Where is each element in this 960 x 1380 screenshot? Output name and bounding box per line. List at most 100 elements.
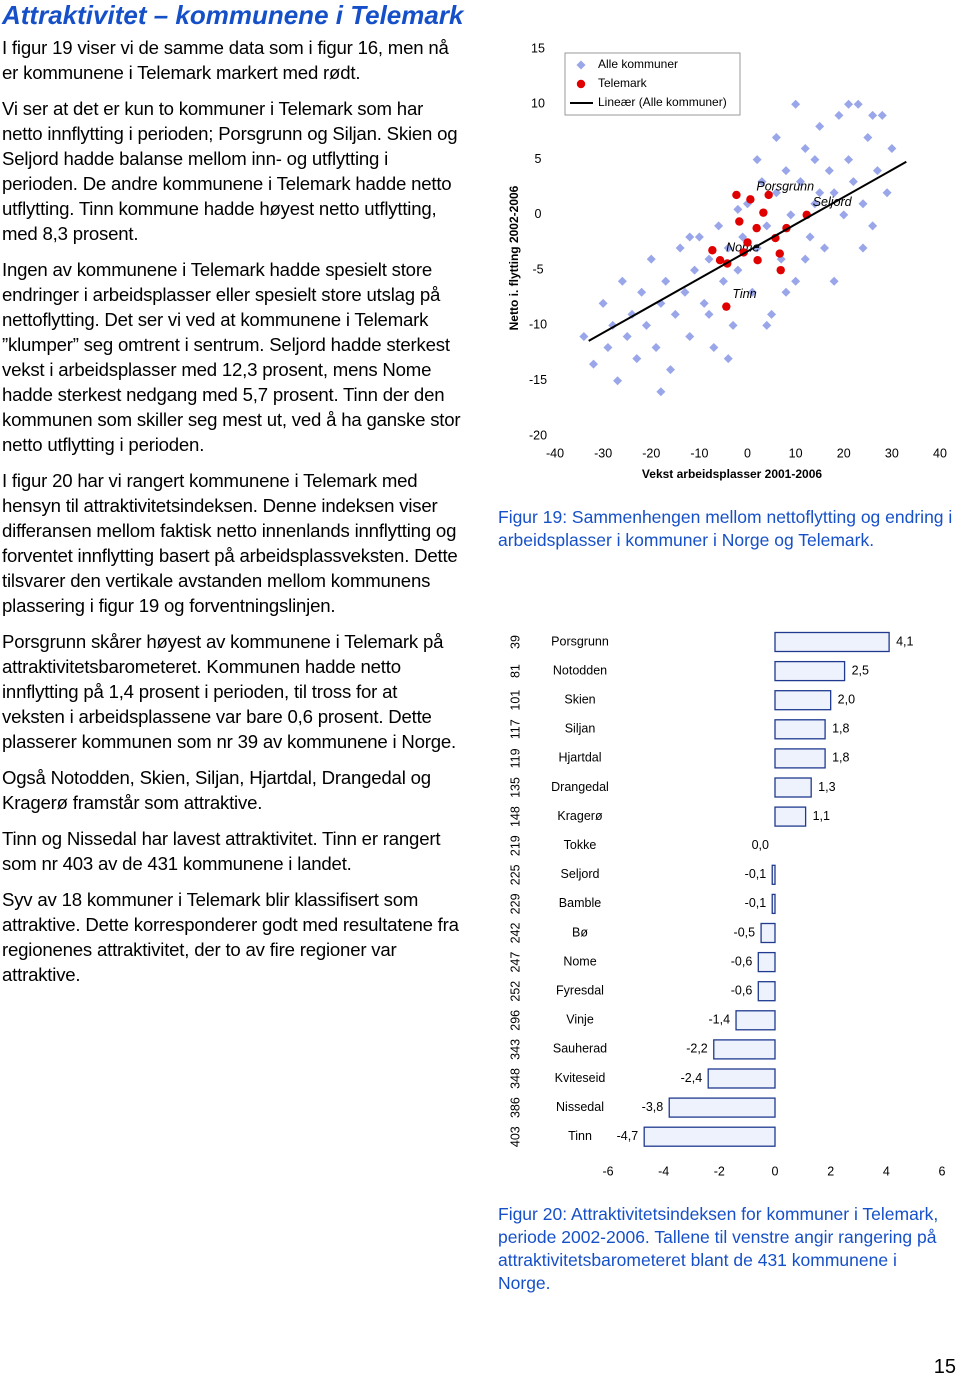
point bbox=[781, 166, 791, 176]
value-label: -2,2 bbox=[686, 1042, 708, 1056]
value-label: -3,8 bbox=[642, 1100, 664, 1114]
value-label: 2,5 bbox=[852, 663, 869, 677]
point bbox=[714, 221, 724, 231]
point bbox=[834, 110, 844, 120]
rank-label: 296 bbox=[508, 1010, 522, 1031]
bar bbox=[774, 660, 846, 682]
y-tick-label: 0 bbox=[535, 207, 542, 221]
value-label: 1,8 bbox=[832, 751, 849, 765]
point bbox=[791, 99, 801, 109]
bar bbox=[643, 1126, 776, 1147]
point bbox=[704, 309, 714, 319]
bar bbox=[774, 748, 826, 769]
highlight-point bbox=[708, 246, 717, 255]
highlight-point bbox=[732, 190, 741, 200]
point bbox=[685, 331, 695, 341]
rank-label: 135 bbox=[508, 777, 522, 798]
point bbox=[872, 166, 882, 176]
category-label: Skien bbox=[564, 692, 595, 706]
page-number: 15 bbox=[933, 1356, 956, 1378]
bar bbox=[774, 777, 812, 798]
bar bbox=[735, 1010, 776, 1031]
legend-swatch bbox=[576, 79, 586, 89]
point bbox=[786, 210, 796, 220]
figure-caption: Figur 19: Sammenhengen mellom nettoflytt… bbox=[498, 507, 953, 550]
value-label: -2,4 bbox=[681, 1071, 703, 1085]
point bbox=[613, 376, 623, 386]
point bbox=[848, 177, 858, 187]
legend-label: Alle kommuner bbox=[598, 57, 678, 71]
category-label: Kragerø bbox=[557, 809, 603, 823]
point bbox=[887, 144, 897, 154]
point bbox=[810, 155, 820, 165]
point bbox=[718, 276, 728, 286]
point bbox=[844, 99, 854, 109]
highlight-point bbox=[715, 255, 725, 265]
point bbox=[598, 298, 608, 308]
highlight-point bbox=[722, 302, 731, 311]
value-label: 1,1 bbox=[813, 809, 830, 823]
value-label: -1,4 bbox=[708, 1013, 730, 1027]
rank-label: 119 bbox=[508, 748, 522, 768]
bar bbox=[771, 864, 776, 885]
y-tick-label: -10 bbox=[529, 318, 547, 332]
point bbox=[733, 204, 743, 214]
point bbox=[810, 199, 820, 209]
point bbox=[622, 331, 632, 341]
point bbox=[589, 359, 598, 369]
bar bbox=[713, 1039, 776, 1060]
x-tick-label: 0 bbox=[744, 446, 751, 460]
x-tick-label: -6 bbox=[602, 1164, 613, 1178]
bar bbox=[757, 951, 776, 973]
category-label: Sauherad bbox=[553, 1042, 607, 1056]
point bbox=[728, 320, 738, 330]
point bbox=[723, 354, 733, 364]
point bbox=[829, 276, 839, 286]
rank-label: 219 bbox=[508, 835, 522, 856]
y-tick-label: 5 bbox=[535, 152, 542, 166]
point bbox=[690, 265, 700, 275]
point bbox=[882, 188, 892, 198]
point-label: Porsgrunn bbox=[756, 180, 814, 194]
category-label: Bamble bbox=[559, 896, 601, 910]
point bbox=[820, 243, 829, 253]
point bbox=[762, 320, 772, 330]
paragraph: Porsgrunn skårer høyest av kommunene i T… bbox=[2, 631, 457, 752]
x-axis-label: Vekst arbeidsplasser 2001-2006 bbox=[642, 467, 822, 481]
category-label: Vinje bbox=[566, 1013, 594, 1027]
point bbox=[844, 155, 854, 165]
point bbox=[805, 232, 815, 242]
paragraphs: I figur 19 viser vi de samme data som i … bbox=[2, 35, 464, 987]
category-label: Seljord bbox=[561, 867, 600, 881]
x-tick-label: 40 bbox=[933, 446, 947, 460]
paragraph: Tinn og Nissedal har lavest attraktivite… bbox=[2, 828, 441, 874]
x-tick-label: 0 bbox=[772, 1164, 779, 1178]
point bbox=[815, 188, 825, 198]
category-label: Porsgrunn bbox=[551, 634, 609, 648]
point bbox=[877, 110, 887, 120]
legend-label: Telemark bbox=[598, 76, 648, 90]
category-label: Bø bbox=[572, 925, 588, 939]
bar bbox=[774, 719, 826, 740]
point bbox=[829, 188, 839, 198]
point bbox=[824, 166, 834, 176]
point bbox=[800, 144, 810, 154]
bar bbox=[760, 922, 776, 944]
category-label: Fyresdal bbox=[556, 983, 604, 997]
x-tick-label: 20 bbox=[837, 446, 851, 460]
bar bbox=[774, 631, 890, 653]
highlight-point bbox=[764, 190, 773, 200]
point bbox=[858, 199, 868, 209]
point bbox=[723, 243, 733, 253]
highlight-point bbox=[759, 208, 768, 217]
x-tick-label: 6 bbox=[939, 1164, 946, 1178]
x-tick-label: -20 bbox=[642, 446, 660, 460]
point bbox=[637, 287, 647, 297]
point bbox=[791, 276, 801, 286]
point bbox=[641, 320, 651, 330]
point bbox=[868, 221, 878, 231]
point bbox=[709, 343, 719, 353]
category-label: Nissedal bbox=[556, 1100, 604, 1114]
